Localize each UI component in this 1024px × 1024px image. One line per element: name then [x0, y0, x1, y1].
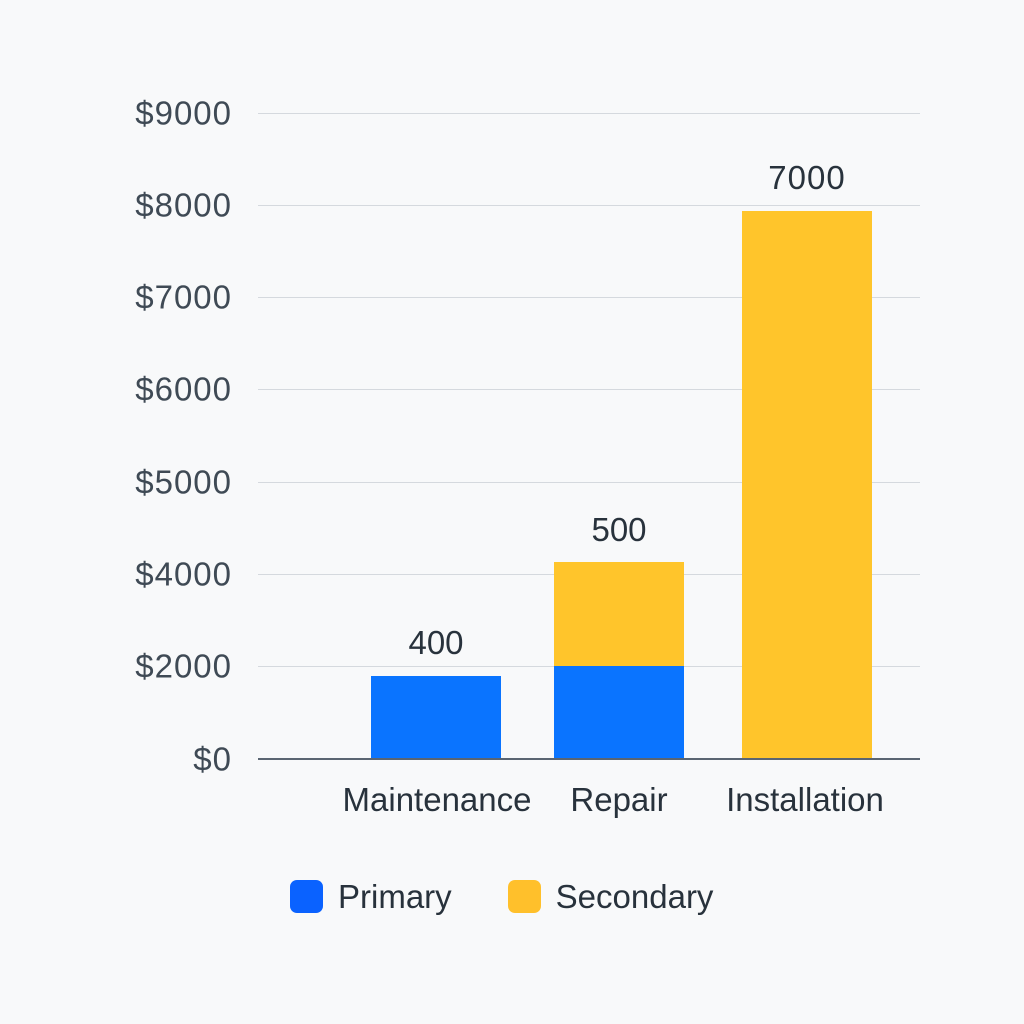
bar-maintenance-primary[interactable]	[371, 676, 501, 759]
gridline-5000	[258, 482, 920, 483]
gridline-9000	[258, 113, 920, 114]
bar-repair-primary[interactable]	[554, 666, 684, 759]
gridline-8000	[258, 205, 920, 206]
y-tick-label: $4000	[135, 555, 232, 593]
legend-swatch-primary	[290, 879, 323, 913]
legend-swatch-secondary	[507, 879, 541, 913]
bar-repair-secondary[interactable]	[554, 562, 684, 666]
y-tick-label: $8000	[135, 186, 232, 224]
gridline-6000	[258, 389, 920, 390]
legend: Primary Secondary	[290, 876, 769, 916]
bar-installation-secondary[interactable]	[742, 211, 872, 759]
y-tick-label: $9000	[135, 94, 232, 132]
gridline-7000	[258, 297, 920, 298]
x-tick-label-repair: Repair	[570, 781, 668, 818]
y-tick-label: $0	[193, 740, 232, 778]
y-tick-label: $2000	[135, 647, 232, 685]
y-tick-label: $5000	[135, 463, 232, 501]
x-tick-label-maintenance: Maintenance	[342, 781, 532, 818]
legend-label: Secondary	[555, 877, 714, 915]
x-axis-baseline	[258, 758, 920, 760]
bar-value-label: 7000	[768, 159, 846, 196]
y-tick-label: $6000	[135, 370, 232, 408]
bar-value-label: 400	[408, 624, 464, 661]
y-tick-label: $7000	[135, 278, 232, 316]
legend-item-primary[interactable]: Primary	[290, 877, 452, 915]
legend-item-secondary[interactable]: Secondary	[507, 877, 714, 915]
legend-label: Primary	[338, 877, 452, 915]
bar-value-label: 500	[591, 511, 647, 548]
x-tick-label-installation: Installation	[726, 781, 884, 818]
